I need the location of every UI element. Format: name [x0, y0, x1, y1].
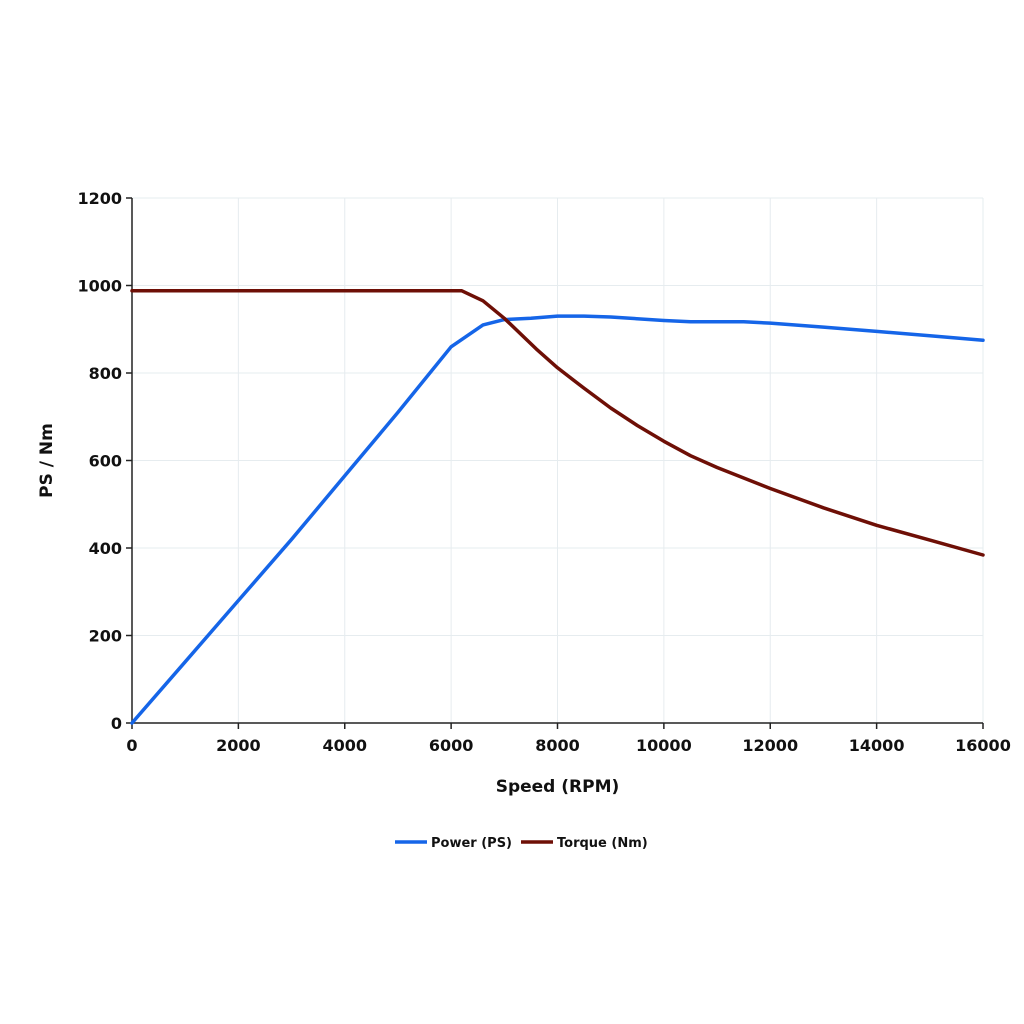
x-tick-label: 2000 [216, 736, 261, 755]
x-axis-ticks: 0 2000 4000 6000 8000 10000 12000 14000 16000 [126, 723, 1011, 755]
x-tick-label: 6000 [429, 736, 474, 755]
grid [131, 197, 984, 724]
series-line-power-ps [130, 314, 985, 725]
legend-item-power-ps: Power (PS) [395, 836, 512, 851]
y-tick-label: 200 [89, 627, 122, 646]
x-axis-title: Speed (RPM) [496, 777, 620, 797]
legend-label: Power (PS) [431, 836, 512, 851]
y-axis-title: PS / Nm [37, 423, 57, 498]
x-tick-label: 14000 [849, 736, 905, 755]
y-tick-label: 400 [89, 539, 122, 558]
y-tick-label: 600 [89, 452, 122, 471]
x-tick-label: 8000 [535, 736, 580, 755]
y-tick-label: 800 [89, 364, 122, 383]
series [130, 289, 985, 725]
x-tick-label: 12000 [742, 736, 798, 755]
y-tick-label: 0 [111, 714, 122, 733]
x-tick-label: 4000 [322, 736, 367, 755]
legend: Power (PS) Torque (Nm) [395, 836, 648, 851]
y-tick-label: 1000 [77, 277, 122, 296]
y-tick-label: 1200 [77, 189, 122, 208]
legend-label: Torque (Nm) [557, 836, 648, 851]
series-line-torque-nm [130, 289, 985, 557]
legend-item-torque-nm: Torque (Nm) [521, 836, 648, 851]
x-tick-label: 10000 [636, 736, 692, 755]
x-tick-label: 16000 [955, 736, 1011, 755]
x-tick-label: 0 [126, 736, 137, 755]
y-axis-ticks: 0 200 400 600 800 1000 1200 [77, 189, 132, 733]
